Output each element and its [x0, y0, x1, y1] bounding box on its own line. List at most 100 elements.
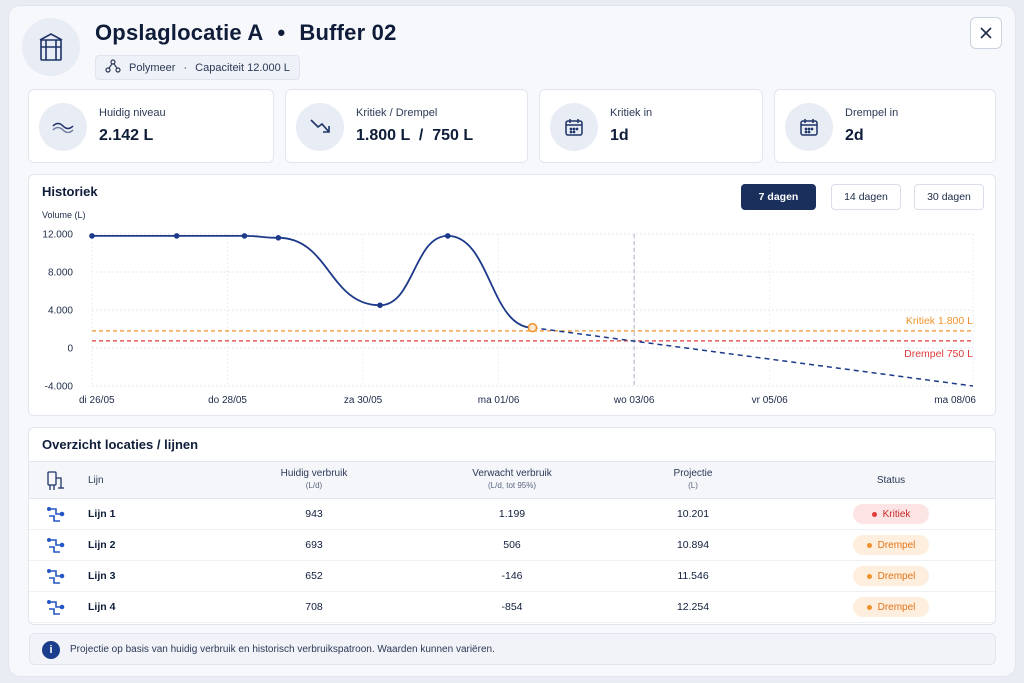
- column-header-current-label: Huidig verbruik: [280, 468, 348, 479]
- kpi-label: Huidig niveau: [99, 107, 166, 119]
- y-tick-label: 4.000: [48, 306, 73, 317]
- status-badge: Drempel: [853, 566, 929, 586]
- range-14-days-button[interactable]: 14 dagen: [831, 184, 901, 210]
- table-row[interactable]: Lijn 3 652 -146 11.546 Drempel: [29, 561, 995, 592]
- pipe-line-icon: [46, 598, 66, 623]
- threshold-label: Kritiek 1.800 L: [906, 315, 973, 327]
- line-name: Lijn 2: [88, 539, 116, 551]
- projection-value: 10.201: [676, 508, 710, 520]
- kpi-label: Drempel in: [845, 107, 899, 119]
- range-30-days-button[interactable]: 30 dagen: [914, 184, 984, 210]
- status-label: Kritiek: [882, 508, 911, 520]
- table-row[interactable]: Lijn 1 943 1.199 10.201 Kritiek: [29, 499, 995, 530]
- buffer-name: Buffer 02: [299, 20, 397, 45]
- kpi-value: 2d: [845, 127, 864, 144]
- tank-icon: [22, 18, 80, 76]
- status-dot: [871, 511, 877, 517]
- table-header: Lijn Huidig verbruik (L/d) Verwacht verb…: [29, 461, 995, 499]
- column-header-current-unit: (L/d): [305, 481, 323, 490]
- kpi-value: 1d: [610, 127, 629, 144]
- product-meta-chip: Polymeer · Capaciteit 12.000 L: [95, 55, 300, 80]
- current-usage: 652: [305, 570, 323, 582]
- column-header-expected: Verwacht verbruik (L/d, tot 95%): [457, 468, 567, 490]
- x-tick-label: ma 01/06: [478, 395, 520, 406]
- history-data-point: [89, 233, 95, 239]
- column-header-projection: Projectie (L): [653, 468, 733, 490]
- history-card: [28, 174, 996, 416]
- product-label: Polymeer: [129, 61, 176, 74]
- kpi-value: 2.142 L: [99, 127, 154, 144]
- expected-usage: 506: [503, 539, 521, 551]
- history-data-point: [173, 233, 180, 239]
- title-separator: •: [277, 20, 286, 45]
- y-tick-label: 8.000: [48, 268, 73, 279]
- history-data-point: [275, 235, 282, 241]
- capacity-label: Capaciteit 12.000 L: [195, 61, 290, 74]
- x-tick-label: di 26/05: [79, 395, 115, 406]
- kpi-label: Kritiek / Drempel: [356, 107, 438, 119]
- status-badge: Drempel: [853, 597, 929, 617]
- x-tick-label: ma 08/06: [934, 395, 976, 406]
- calendar-icon: [550, 103, 598, 151]
- overview-title: Overzicht locaties / lijnen: [42, 437, 199, 452]
- meta-separator: ·: [183, 61, 188, 74]
- expected-usage: 1.199: [498, 508, 526, 520]
- status-badge: Kritiek: [853, 504, 929, 524]
- location-name: Opslaglocatie A: [95, 20, 264, 45]
- history-data-point: [377, 302, 383, 309]
- trend-down-icon: [296, 103, 344, 151]
- projection-series-line: [532, 326, 974, 387]
- history-series-line: [91, 234, 533, 329]
- history-title: Historiek: [42, 184, 98, 199]
- current-usage: 693: [305, 539, 323, 551]
- pipe-line-icon: [46, 505, 66, 530]
- history-chart: Volume (L) 12.000 8.000 4.000 0 -4.000 di 26/0…: [42, 210, 976, 406]
- y-tick-label: -4.000: [45, 382, 74, 393]
- wave-icon: [39, 103, 87, 151]
- status-label: Drempel: [877, 539, 916, 551]
- kpi-label: Kritiek in: [610, 107, 653, 119]
- column-header-projection-label: Projectie: [673, 468, 713, 479]
- x-tick-label: za 30/05: [344, 395, 383, 406]
- close-button[interactable]: [970, 17, 1002, 49]
- calendar-icon: [785, 103, 833, 151]
- status-badge: Drempel: [853, 535, 929, 555]
- y-axis-label: Volume (L): [42, 210, 86, 220]
- expected-usage: -854: [501, 601, 523, 613]
- table-row[interactable]: Lijn 2 693 506 10.894 Drempel: [29, 530, 995, 561]
- current-usage: 708: [305, 601, 323, 613]
- projection-value: 10.894: [676, 539, 710, 551]
- column-header-projection-unit: (L): [688, 481, 698, 490]
- kpi-value: 1.800 L / 750 L: [356, 127, 474, 144]
- status-label: Drempel: [877, 570, 916, 582]
- column-header-status: Status: [876, 475, 906, 486]
- close-icon: [980, 27, 992, 39]
- kpi-critical-threshold: Kritiek / Drempel 1.800 L / 750 L: [285, 89, 528, 163]
- x-tick-label: wo 03/06: [613, 395, 655, 406]
- info-note: i Projectie op basis van huidig verbruik…: [29, 633, 996, 665]
- projection-value: 11.546: [677, 570, 709, 582]
- line-name: Lijn 1: [88, 508, 116, 520]
- status-dot: [866, 542, 872, 548]
- status-dot: [866, 573, 872, 579]
- page-title: Opslaglocatie A • Buffer 02: [95, 20, 397, 46]
- current-level-point: [527, 322, 538, 333]
- status-label: Drempel: [877, 601, 916, 613]
- line-name: Lijn 3: [88, 570, 116, 582]
- info-note-text: Projectie op basis van huidig verbruik e…: [70, 644, 495, 655]
- overview-card: [28, 427, 996, 625]
- line-name: Lijn 4: [88, 601, 116, 613]
- pipe-line-icon: [46, 536, 66, 561]
- kpi-critical-in: Kritiek in 1d: [539, 89, 763, 163]
- expected-usage: -146: [501, 570, 523, 582]
- current-usage: 943: [305, 508, 323, 520]
- tank-icon: [45, 470, 67, 497]
- y-tick-label: 12.000: [42, 230, 73, 241]
- y-tick-label: 0: [67, 344, 73, 355]
- table-row[interactable]: Lijn 4 708 -854 12.254 Drempel: [29, 592, 995, 623]
- range-7-days-button[interactable]: 7 dagen: [741, 184, 816, 210]
- projection-value: 12.254: [676, 601, 710, 613]
- threshold-label: Drempel 750 L: [904, 348, 973, 360]
- kpi-threshold-in: Drempel in 2d: [774, 89, 996, 163]
- status-dot: [866, 604, 872, 610]
